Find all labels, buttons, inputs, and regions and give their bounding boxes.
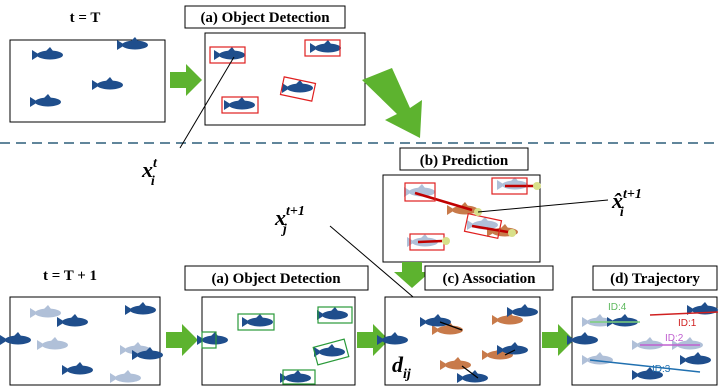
flow-arrow xyxy=(170,64,202,96)
track-id: ID:3 xyxy=(652,364,671,375)
stage-label: (b) Prediction xyxy=(420,153,509,169)
flow-arrow xyxy=(362,68,422,138)
sup: t+1 xyxy=(623,187,642,202)
track-id: ID:2 xyxy=(665,333,684,344)
flow-arrow xyxy=(166,324,198,356)
pipeline-diagram: t = T (a) Object Detection xti (b) Predi… xyxy=(0,0,718,387)
sup: t xyxy=(153,156,158,171)
stage-label: (a) Object Detection xyxy=(211,271,341,287)
stage-label: (a) Object Detection xyxy=(200,10,330,26)
track-id: ID:4 xyxy=(608,302,627,313)
sub: i xyxy=(151,174,155,189)
sub: i xyxy=(620,205,624,220)
stage-label: (d) Trajectory xyxy=(610,271,700,287)
sup: t+1 xyxy=(286,204,305,219)
track-id: ID:1 xyxy=(678,318,697,329)
time-label: t = T + 1 xyxy=(43,268,97,284)
stage-label: (c) Association xyxy=(443,271,537,287)
sub: ij xyxy=(403,367,411,382)
time-label: t = T xyxy=(70,10,101,26)
